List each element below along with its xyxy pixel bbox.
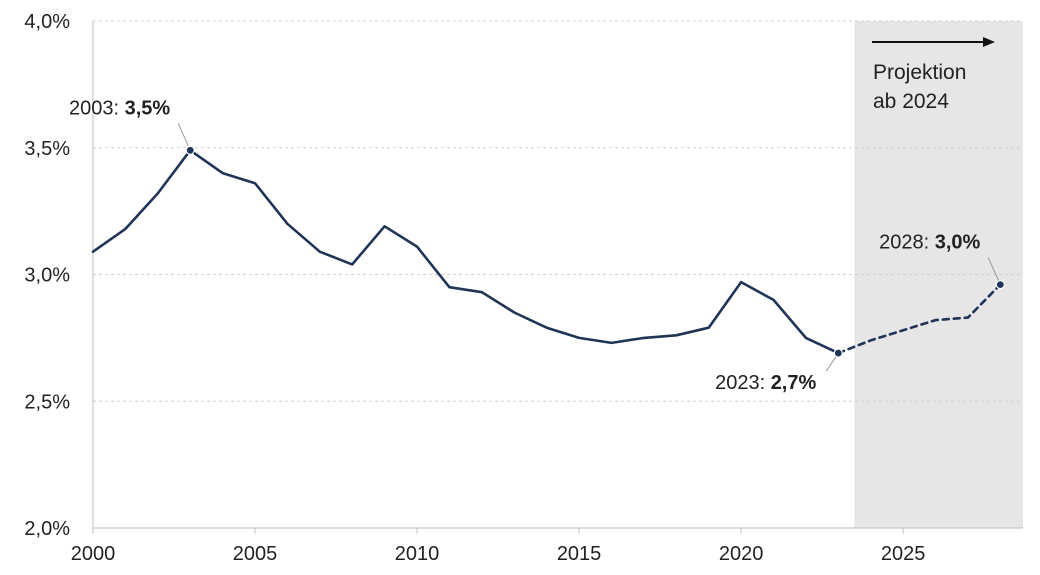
x-tick-label: 2000	[71, 543, 116, 565]
projection-label-line-2: ab 2024	[873, 90, 949, 113]
y-tick-label: 2,5%	[24, 391, 70, 413]
gridlines	[93, 20, 1023, 402]
annotation-leader	[987, 257, 1001, 285]
annotation-label: 2028: 3,0%	[879, 232, 980, 254]
annotation-leader	[177, 123, 191, 151]
x-tick-label: 2005	[233, 543, 278, 565]
projection-arrow	[872, 37, 995, 47]
x-tick-label: 2020	[719, 543, 764, 565]
annotation-marker	[995, 280, 1005, 290]
y-tick-label: 3,5%	[24, 138, 70, 160]
x-tick-marks	[92, 528, 904, 534]
projection-label-line-1: Projektion	[873, 61, 966, 84]
historical-series-line	[91, 149, 840, 355]
annotation-marker	[185, 145, 195, 155]
y-tick-label: 4,0%	[24, 11, 70, 33]
y-tick-label: 2,0%	[24, 518, 70, 540]
annotation-label: 2003: 3,5%	[69, 97, 170, 119]
annotations: 2003: 3,5% 2023: 2,7% 2028: 3,0%	[69, 97, 1005, 394]
y-tick-label: 3,0%	[24, 265, 70, 287]
series-lines	[91, 149, 1002, 355]
annotation-label: 2023: 2,7%	[715, 372, 816, 394]
x-tick-labels: 2000 2005 2010 2015 2020 2025	[71, 543, 926, 565]
annotation-marker	[833, 348, 843, 358]
x-tick-label: 2015	[557, 543, 602, 565]
x-tick-label: 2010	[395, 543, 440, 565]
projection-series-line	[837, 283, 1002, 355]
x-tick-label: 2025	[881, 543, 926, 565]
y-tick-labels: 2,0% 2,5% 3,0% 3,5% 4,0%	[24, 11, 70, 540]
